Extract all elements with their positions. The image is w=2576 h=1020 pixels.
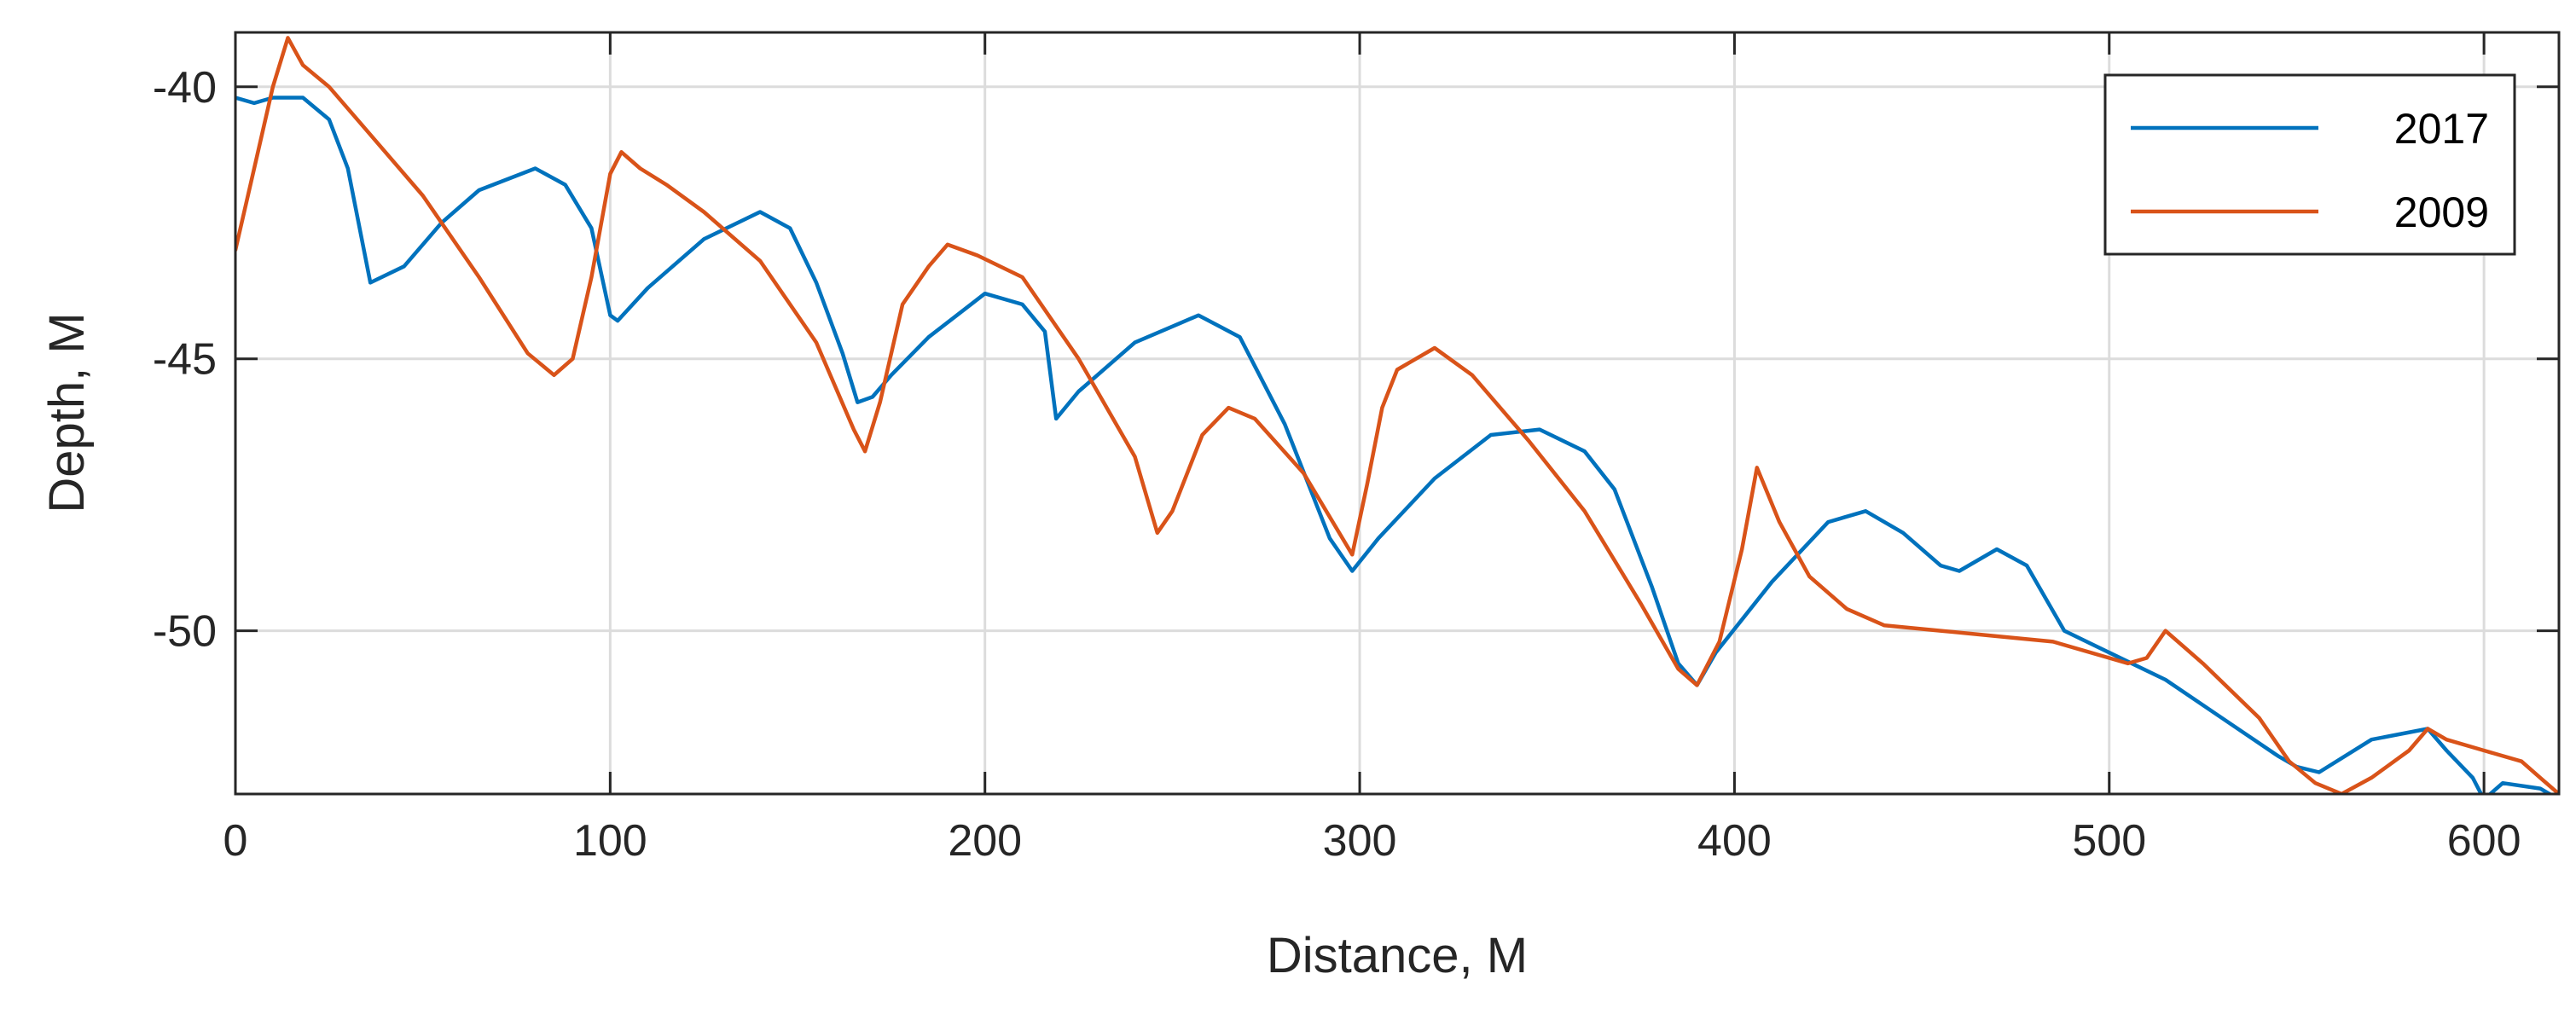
legend-box [2103,73,2516,256]
x-tick-label: 500 [2072,816,2146,866]
x-tick-labels: 0 100 200 300 400 500 600 [223,816,2521,866]
y-tick-label: -50 [153,607,217,657]
x-tick-label: 100 [573,816,647,866]
x-tick-label: 400 [1697,816,1772,866]
y-axis-title: Depth, M [39,312,95,513]
series-line-2017 [235,96,2554,794]
x-tick-label: 200 [948,816,1022,866]
x-tick-label: 300 [1323,816,1397,866]
x-tick-label: 600 [2447,816,2521,866]
legend-label-2009: 2009 [2394,188,2489,236]
y-tick-label: -45 [153,335,217,385]
plot-frame [234,31,2561,796]
legend: 2017 2009 [2103,73,2516,256]
series-layer [235,36,2559,794]
y-tick-labels: -40 -45 -50 [153,63,217,657]
x-tick-label: 0 [223,816,248,866]
series-line-2009 [235,36,2559,794]
x-axis-title: Distance, M [1267,928,1528,983]
legend-label-2017: 2017 [2394,105,2489,153]
tick-marks [234,32,2559,794]
y-tick-label: -40 [153,63,217,113]
